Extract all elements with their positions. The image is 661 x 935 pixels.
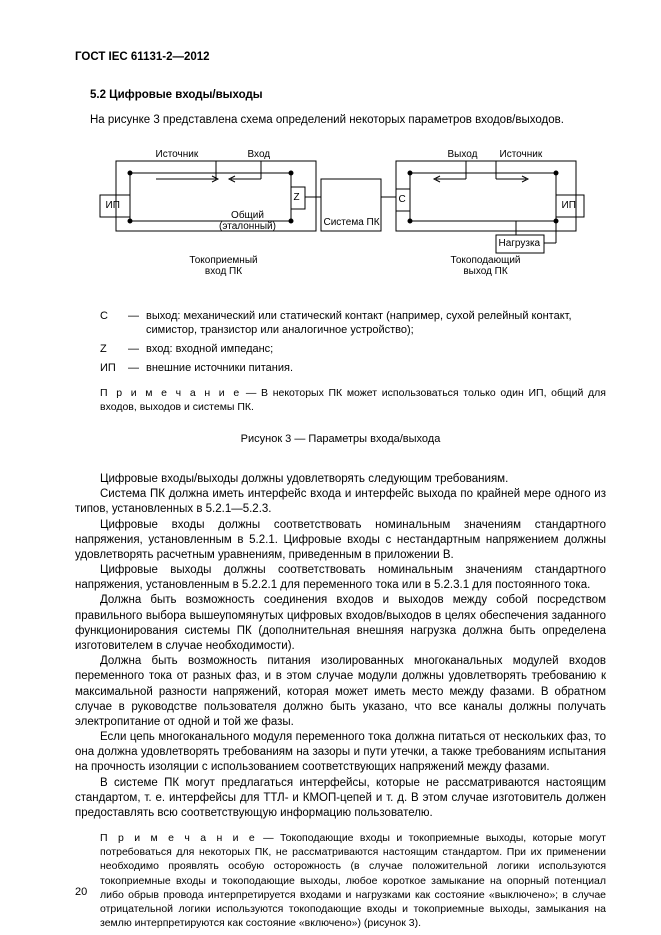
figure-caption: Рисунок 3 — Параметры входа/выхода (75, 432, 606, 447)
paragraph-5: Должна быть возможность соединения входо… (75, 593, 606, 654)
label-vhod: Вход (248, 149, 271, 160)
label-ip-left: ИП (106, 200, 120, 211)
label-istochnik-left: Источник (156, 149, 199, 160)
note-1: П р и м е ч а н и е — В некоторых ПК мож… (100, 386, 606, 414)
label-tokopriem: Токоприемный вход ПК (174, 255, 274, 277)
paragraph-8: В системе ПК могут предлагаться интерфей… (75, 776, 606, 822)
figure-diagram: Источник Вход Выход Источник ИП ИП Z C О… (96, 149, 586, 289)
label-ip-right: ИП (562, 200, 576, 211)
paragraph-4: Цифровые выходы должны соответствовать н… (75, 563, 606, 593)
label-vyhod: Выход (448, 149, 478, 160)
section-title: 5.2 Цифровые входы/выходы (90, 88, 606, 104)
intro-text: На рисунке 3 представлена схема определе… (90, 113, 606, 129)
page-number: 20 (75, 885, 87, 900)
definition-c: C — выход: механический или статический … (100, 309, 606, 339)
label-nagruzka: Нагрузка (499, 238, 541, 249)
document-id: ГОСТ IEC 61131-2—2012 (75, 50, 606, 66)
label-sistema-pk: Система ПК (324, 217, 380, 228)
label-z: Z (294, 192, 300, 203)
definition-z: Z — вход: входной импеданс; (100, 342, 606, 357)
label-c: C (399, 194, 406, 205)
paragraph-1: Цифровые входы/выходы должны удовлетворя… (75, 472, 606, 487)
paragraph-6: Должна быть возможность питания изолиров… (75, 654, 606, 730)
paragraph-2: Система ПК должна иметь интерфейс входа … (75, 487, 606, 517)
paragraph-3: Цифровые входы должны соответствовать но… (75, 518, 606, 564)
definition-ip: ИП — внешние источники питания. (100, 361, 606, 376)
label-tokopod: Токоподающий выход ПК (436, 255, 536, 277)
note-2: П р и м е ч а н и е — Токоподающие входы… (100, 831, 606, 930)
definitions-list: C — выход: механический или статический … (100, 309, 606, 376)
label-istochnik-right: Источник (500, 149, 543, 160)
paragraph-7: Если цепь многоканального модуля перемен… (75, 730, 606, 776)
label-obshchiy: Общий (эталонный) (218, 210, 278, 232)
